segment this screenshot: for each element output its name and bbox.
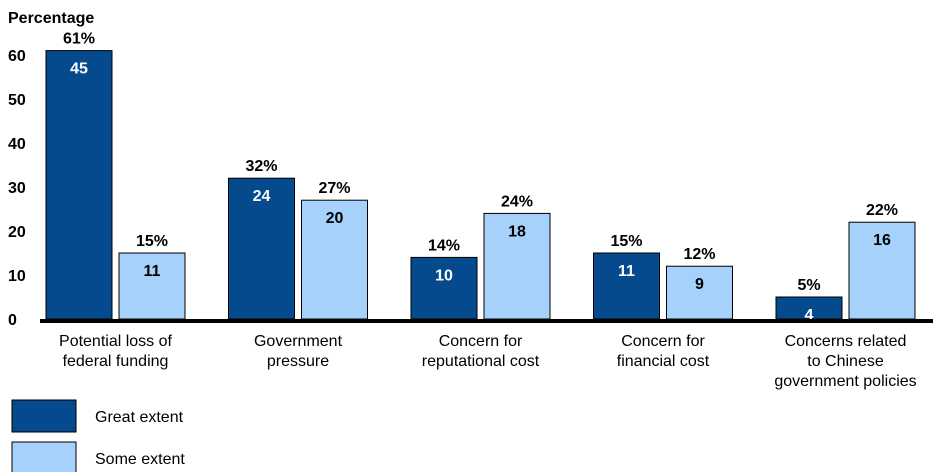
legend-label: Some extent: [95, 451, 185, 468]
bar-percent-label: 15%: [136, 233, 168, 250]
bar-count-label: 11: [144, 263, 161, 280]
bar-percent-label: 24%: [501, 193, 533, 210]
bar-great-extent: [410, 256, 478, 320]
bar-percent-label: 14%: [428, 237, 460, 254]
legend-swatch-great-extent: [11, 399, 77, 433]
bar-count-label: 9: [695, 276, 704, 293]
bar-count-label: 24: [253, 188, 271, 205]
bar-percent-label: 32%: [245, 158, 277, 175]
y-tick-label: 40: [8, 136, 26, 153]
bar-some-extent: [483, 212, 551, 320]
legend-swatch-some-extent: [11, 441, 77, 472]
x-tick-label: Potential loss of: [59, 333, 173, 350]
bar-percent-label: 61%: [63, 31, 95, 48]
bar-percent-label: 27%: [318, 180, 350, 197]
bar-percent-label: 15%: [610, 233, 642, 250]
y-tick-label: 10: [8, 268, 26, 285]
y-tick-label: 50: [8, 92, 26, 109]
x-tick-label: reputational cost: [422, 353, 540, 370]
x-axis-labels: Potential loss of federal funding Governme…: [59, 333, 917, 390]
y-axis-label: Percentage: [8, 10, 94, 27]
bar-percent-label: 5%: [797, 277, 820, 294]
x-tick-label: financial cost: [617, 353, 710, 370]
x-tick-label: Concerns related: [785, 333, 907, 350]
legend: Great extent Some extent: [11, 399, 185, 472]
bar-count-label: 20: [326, 210, 344, 227]
bar-great-extent: [228, 177, 295, 320]
bar-percent-label: 12%: [683, 246, 715, 263]
bar-some-extent: [301, 199, 368, 320]
bars: 61% 45 32% 24 14% 10 15% 11 5% 4 15% 11 27% 20 24% 18 12…: [45, 31, 916, 324]
x-tick-label: pressure: [267, 353, 329, 370]
bar-some-extent: [118, 252, 186, 320]
bar-count-label: 4: [805, 307, 814, 324]
bar-count-label: 18: [508, 223, 526, 240]
x-tick-label: Government: [254, 333, 343, 350]
x-tick-label: government policies: [774, 373, 916, 390]
legend-label: Great extent: [95, 409, 184, 426]
x-tick-label: Concern for: [439, 333, 523, 350]
bar-great-extent: [45, 50, 113, 320]
y-tick-label: 30: [8, 180, 26, 197]
x-tick-label: to Chinese: [807, 353, 884, 370]
y-tick-label: 0: [8, 312, 17, 329]
bar-count-label: 16: [873, 232, 891, 249]
y-tick-label: 60: [8, 48, 26, 65]
y-axis-ticks: 0 10 20 30 40 50 60: [8, 48, 26, 329]
bar-count-label: 10: [435, 267, 453, 284]
bar-count-label: 45: [70, 61, 88, 78]
y-tick-label: 20: [8, 224, 26, 241]
bar-count-label: 11: [618, 263, 635, 280]
bar-percent-label: 22%: [866, 202, 898, 219]
x-tick-label: Concern for: [621, 333, 705, 350]
x-tick-label: federal funding: [63, 353, 169, 370]
bar-great-extent: [593, 252, 660, 320]
